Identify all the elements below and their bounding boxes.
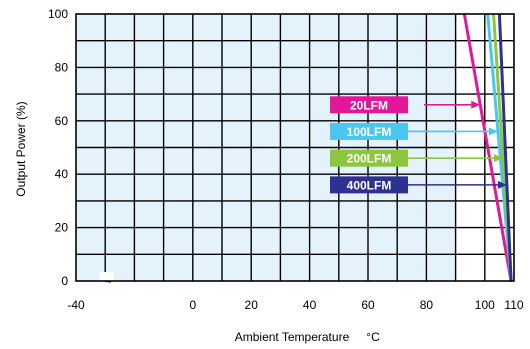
x-tick-labels: -40 0 20 40 60 80 100 110 xyxy=(67,298,524,312)
plot-border xyxy=(75,13,515,282)
axis-break-mark: ~ xyxy=(99,272,114,289)
legend-label: 400LFM xyxy=(347,178,392,192)
y-tick-label: 0 xyxy=(61,274,68,288)
series-line-400lfm xyxy=(497,14,513,281)
legend-arrow-head xyxy=(497,180,507,189)
y-tick-label: 60 xyxy=(55,114,69,128)
x-tick-label: 0 xyxy=(189,298,196,312)
y-tick-label: 20 xyxy=(55,221,69,235)
y-tick-label: 80 xyxy=(55,60,69,74)
y-tick-label: 40 xyxy=(55,167,69,181)
legend-label: 100LFM xyxy=(347,125,392,139)
legend-arrow-head xyxy=(494,154,504,163)
legend-arrow-head xyxy=(488,127,498,136)
legend-box xyxy=(330,149,408,167)
y-axis-label: Output Power (%) xyxy=(14,101,28,196)
series-line-20lfm xyxy=(462,14,513,281)
legend-item-100lfm: 100LFM xyxy=(330,122,498,140)
x-tick-label: 60 xyxy=(361,298,375,312)
x-tick-label: 80 xyxy=(420,298,434,312)
x-axis-unit: °C xyxy=(366,330,380,344)
legend-arrow-head xyxy=(471,100,481,109)
y-tick-label: 100 xyxy=(48,7,68,21)
series-lines xyxy=(462,14,513,281)
legend-item-200lfm: 200LFM xyxy=(330,149,504,167)
y-tick-labels: 0 20 40 60 80 100 xyxy=(48,7,68,288)
x-tick-label: 40 xyxy=(303,298,317,312)
legend-label: 200LFM xyxy=(347,152,392,166)
axis-break-symbol: ~ xyxy=(105,275,112,289)
x-tick-label: 20 xyxy=(245,298,259,312)
legend-item-20lfm: 20LFM xyxy=(330,96,481,114)
x-tick-label: -40 xyxy=(67,298,85,312)
x-tick-label: 100 xyxy=(475,298,495,312)
plot-frame xyxy=(75,13,515,282)
legend-box xyxy=(330,176,408,194)
axis-break-gap xyxy=(99,272,114,281)
grid xyxy=(76,14,514,281)
legend-item-400lfm: 400LFM xyxy=(330,176,507,194)
legend-label: 20LFM xyxy=(350,98,388,112)
x-tick-label: 110 xyxy=(504,298,523,312)
legend-box xyxy=(330,96,408,114)
legend-box xyxy=(330,122,408,140)
legend: 20LFM 100LFM 200LFM 400LFM xyxy=(330,96,507,194)
x-axis-label: Ambient Temperature xyxy=(235,330,350,344)
